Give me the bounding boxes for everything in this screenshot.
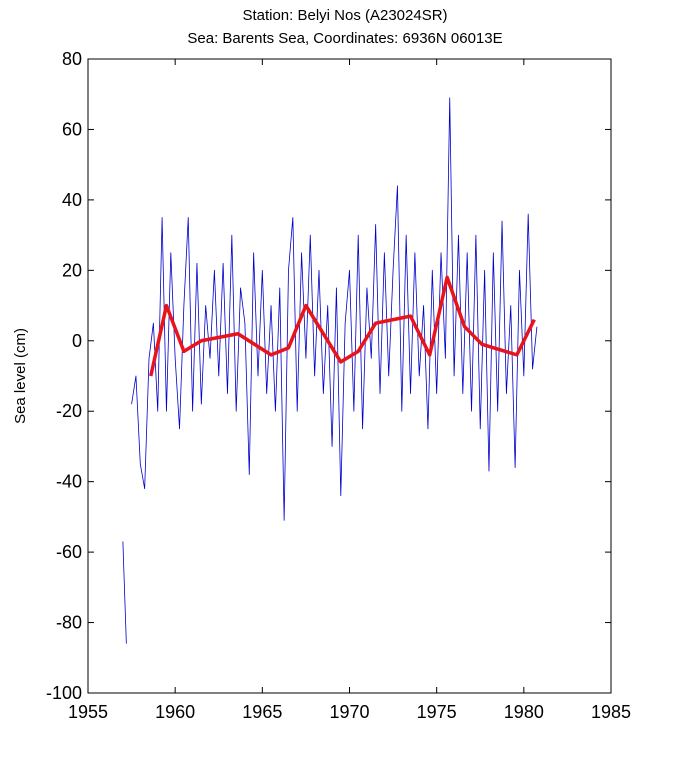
y-tick-label: 20 <box>62 260 82 280</box>
y-tick-label: -40 <box>56 472 82 492</box>
y-tick-label: 80 <box>62 49 82 69</box>
chart-subtitle: Sea: Barents Sea, Coordinates: 6936N 060… <box>187 30 502 47</box>
y-tick-label: -100 <box>46 683 82 703</box>
y-tick-label: 0 <box>72 331 82 351</box>
series-line <box>149 275 536 377</box>
x-tick-label: 1960 <box>155 702 195 722</box>
x-tick-label: 1980 <box>504 702 544 722</box>
y-axis-label: Sea level (cm) <box>12 328 29 424</box>
x-tick-label: 1970 <box>329 702 369 722</box>
x-tick-label: 1975 <box>417 702 457 722</box>
y-tick-label: -80 <box>56 613 82 633</box>
y-tick-label: -60 <box>56 542 82 562</box>
y-tick-label: 60 <box>62 119 82 139</box>
x-tick-label: 1955 <box>68 702 108 722</box>
x-tick-label: 1965 <box>242 702 282 722</box>
chart-title: Station: Belyi Nos (A23024SR) <box>242 7 447 24</box>
x-tick-label: 1985 <box>591 702 631 722</box>
y-tick-label: 40 <box>62 190 82 210</box>
y-tick-label: -20 <box>56 401 82 421</box>
